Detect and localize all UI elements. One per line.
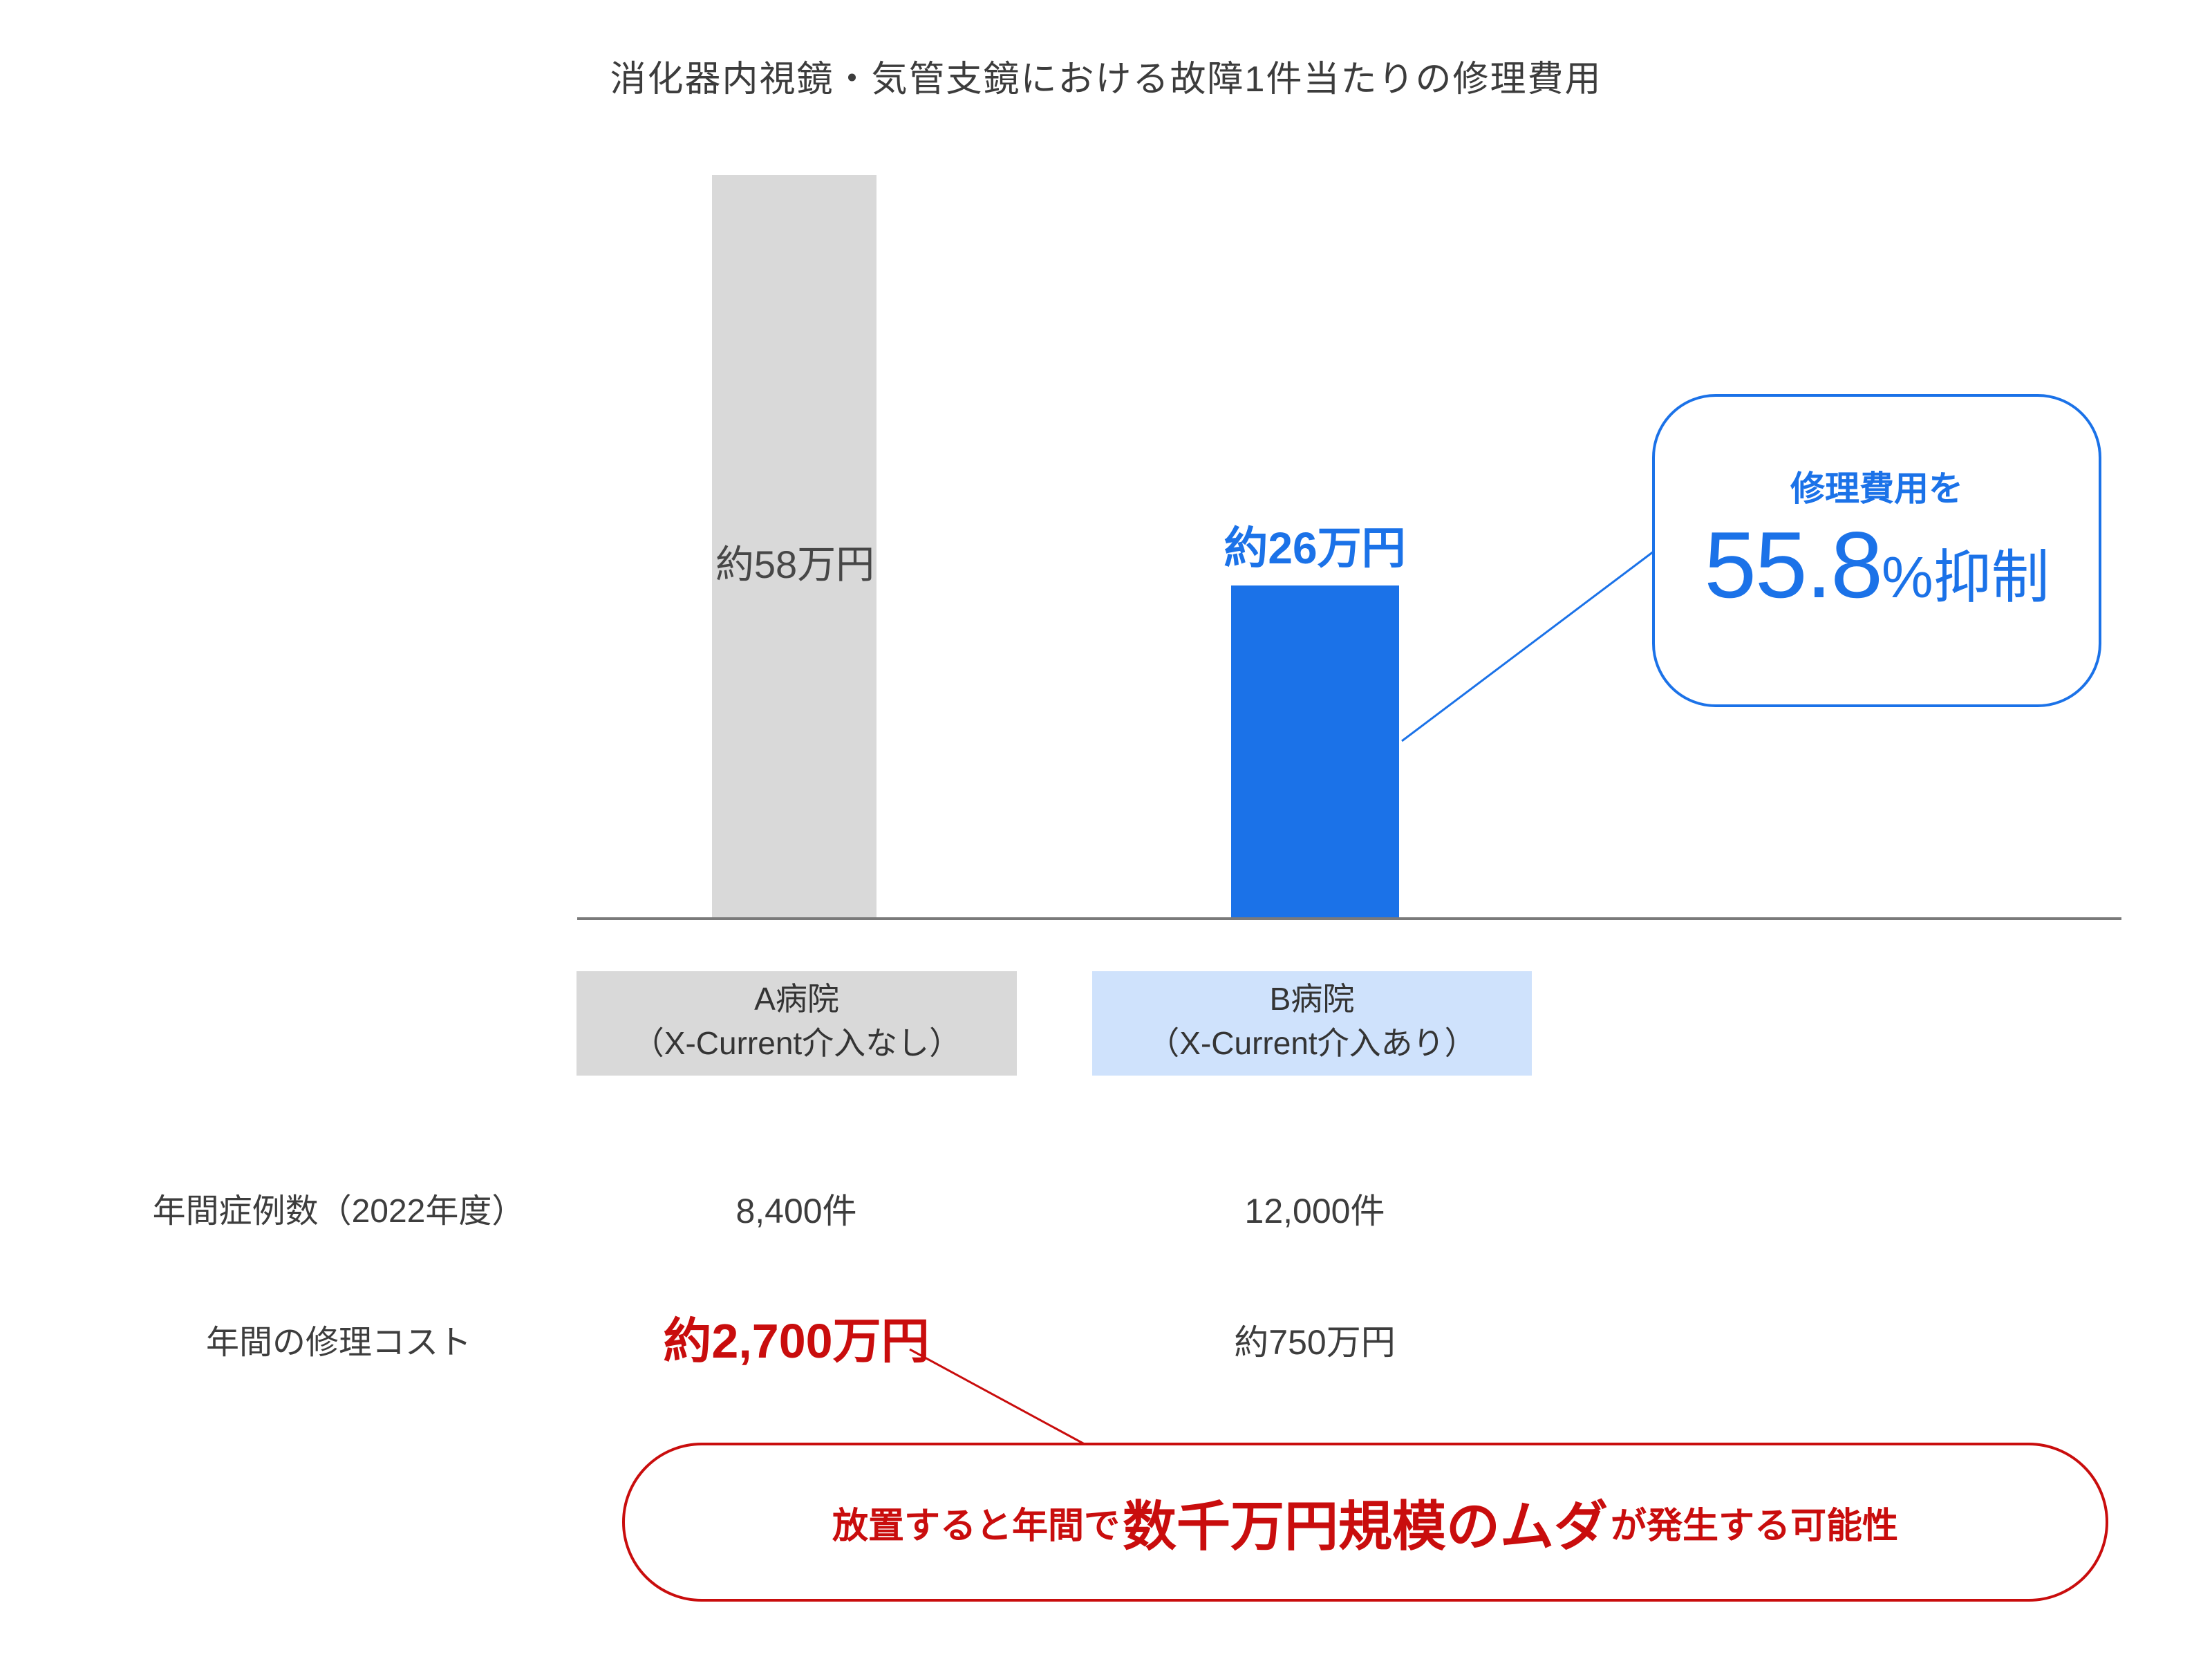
warning-note-bubble: 放置すると年間で 数千万円規模のムダ が発生する可能性 — [622, 1443, 2108, 1602]
note-text-emphasis: 数千万円規模のムダ — [1122, 1496, 1608, 1557]
callout-value-line: 55.8%抑制 — [1655, 515, 2099, 615]
category-label-hospital-b: B病院 （X-Current介入あり） — [1092, 971, 1532, 1076]
annual-cases-hospital-a: 8,400件 — [735, 1192, 857, 1230]
category-a-line2: （X-Current介入なし） — [632, 1025, 962, 1061]
savings-callout-bubble: 修理費用を 55.8%抑制 — [1652, 394, 2101, 707]
bar-value-hospital-a: 約58万円 — [715, 543, 875, 586]
bar-value-hospital-b: 約26万円 — [1224, 523, 1406, 573]
callout-connector-line — [1401, 550, 1654, 742]
callout-percentage: 55.8 — [1704, 512, 1883, 617]
row-label-annual-cases: 年間症例数（2022年度） — [152, 1193, 525, 1230]
callout-suffix: %抑制 — [1882, 544, 2050, 610]
annual-cases-hospital-b: 12,000件 — [1244, 1192, 1385, 1230]
note-text-post: が発生する可能性 — [1611, 1506, 1899, 1546]
category-b-line1: B病院 — [1269, 981, 1355, 1017]
chart-title: 消化器内視鏡・気管支鏡における故障1件当たりの修理費用 — [610, 59, 1602, 100]
category-a-line1: A病院 — [754, 981, 839, 1017]
bar-hospital-b — [1231, 585, 1399, 919]
category-label-hospital-a: A病院 （X-Current介入なし） — [577, 971, 1017, 1076]
annual-repair-cost-hospital-b: 約750万円 — [1234, 1323, 1396, 1362]
bar-hospital-a — [712, 175, 877, 919]
callout-heading: 修理費用を — [1790, 469, 1963, 508]
category-b-line2: （X-Current介入あり） — [1147, 1025, 1477, 1061]
row-label-annual-repair-cost: 年間の修理コスト — [205, 1324, 471, 1361]
x-axis-line — [577, 917, 2121, 920]
note-text-pre: 放置すると年間で — [832, 1506, 1120, 1546]
annual-repair-cost-hospital-a: 約2,700万円 — [663, 1314, 930, 1368]
